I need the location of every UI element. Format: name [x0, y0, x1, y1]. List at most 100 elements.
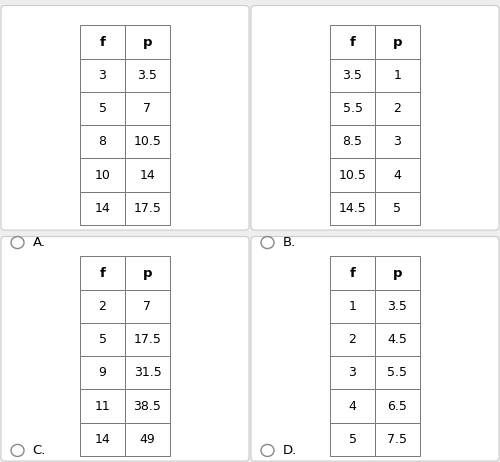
Text: 2: 2 — [98, 300, 106, 313]
Text: p: p — [143, 36, 152, 49]
Bar — [80, 125, 125, 158]
Bar — [375, 290, 420, 323]
Text: 38.5: 38.5 — [134, 400, 162, 413]
Bar — [80, 25, 125, 59]
Bar — [125, 25, 170, 59]
Text: A.: A. — [32, 236, 46, 249]
Text: 2: 2 — [348, 333, 356, 346]
Text: 14: 14 — [94, 202, 110, 215]
Text: 3.5: 3.5 — [342, 69, 362, 82]
Bar — [125, 290, 170, 323]
Text: D.: D. — [282, 444, 297, 457]
Bar — [80, 192, 125, 225]
Bar — [330, 389, 375, 423]
Text: 3: 3 — [98, 69, 106, 82]
Text: 3.5: 3.5 — [388, 300, 407, 313]
Bar — [375, 92, 420, 125]
Bar — [125, 158, 170, 192]
Bar — [375, 59, 420, 92]
Bar — [125, 389, 170, 423]
Bar — [375, 256, 420, 290]
Text: 4.5: 4.5 — [388, 333, 407, 346]
Text: 49: 49 — [140, 433, 156, 446]
Bar — [330, 192, 375, 225]
Bar — [80, 389, 125, 423]
Bar — [375, 125, 420, 158]
Text: C.: C. — [32, 444, 46, 457]
Text: 11: 11 — [94, 400, 110, 413]
Text: p: p — [393, 267, 402, 280]
Bar — [330, 423, 375, 456]
Text: f: f — [350, 36, 356, 49]
Bar — [330, 323, 375, 356]
Bar — [330, 25, 375, 59]
Bar — [80, 158, 125, 192]
Bar — [80, 92, 125, 125]
Text: 5: 5 — [348, 433, 356, 446]
Text: 17.5: 17.5 — [134, 202, 162, 215]
Text: 5.5: 5.5 — [342, 102, 362, 115]
Text: 7.5: 7.5 — [388, 433, 407, 446]
Text: 8: 8 — [98, 135, 106, 148]
Text: 14.5: 14.5 — [338, 202, 366, 215]
Bar — [330, 290, 375, 323]
Text: 1: 1 — [394, 69, 402, 82]
FancyBboxPatch shape — [251, 6, 499, 230]
Text: 10.5: 10.5 — [338, 169, 366, 182]
FancyBboxPatch shape — [1, 6, 249, 230]
Bar — [125, 356, 170, 389]
Text: 2: 2 — [394, 102, 402, 115]
Bar — [80, 290, 125, 323]
Bar — [125, 59, 170, 92]
Text: 5: 5 — [98, 333, 106, 346]
Bar — [80, 423, 125, 456]
Bar — [330, 158, 375, 192]
Text: 9: 9 — [98, 366, 106, 379]
Text: 4: 4 — [394, 169, 402, 182]
Bar — [375, 158, 420, 192]
FancyBboxPatch shape — [1, 237, 249, 461]
Bar — [330, 125, 375, 158]
Bar — [125, 323, 170, 356]
Bar — [375, 389, 420, 423]
Text: 31.5: 31.5 — [134, 366, 162, 379]
Bar — [375, 423, 420, 456]
Text: 3: 3 — [394, 135, 402, 148]
Bar — [80, 323, 125, 356]
Text: 5: 5 — [98, 102, 106, 115]
Text: p: p — [393, 36, 402, 49]
Bar — [375, 192, 420, 225]
Text: 5.5: 5.5 — [388, 366, 407, 379]
Text: 3.5: 3.5 — [138, 69, 158, 82]
Bar — [125, 256, 170, 290]
Bar — [375, 25, 420, 59]
Bar — [80, 256, 125, 290]
Bar — [330, 256, 375, 290]
Bar — [125, 125, 170, 158]
FancyBboxPatch shape — [251, 237, 499, 461]
Text: f: f — [350, 267, 356, 280]
Text: 14: 14 — [140, 169, 156, 182]
Text: B.: B. — [282, 236, 296, 249]
Bar — [330, 59, 375, 92]
Text: 4: 4 — [348, 400, 356, 413]
Text: 1: 1 — [348, 300, 356, 313]
Bar — [330, 92, 375, 125]
Text: 7: 7 — [144, 300, 152, 313]
Bar — [375, 323, 420, 356]
Text: f: f — [100, 36, 105, 49]
Text: 17.5: 17.5 — [134, 333, 162, 346]
Bar — [80, 356, 125, 389]
Text: 6.5: 6.5 — [388, 400, 407, 413]
Text: 5: 5 — [394, 202, 402, 215]
Bar — [125, 423, 170, 456]
Text: 10.5: 10.5 — [134, 135, 162, 148]
Text: 7: 7 — [144, 102, 152, 115]
Bar — [80, 59, 125, 92]
Text: f: f — [100, 267, 105, 280]
Text: 10: 10 — [94, 169, 110, 182]
Text: p: p — [143, 267, 152, 280]
Text: 3: 3 — [348, 366, 356, 379]
Bar — [125, 192, 170, 225]
Bar — [330, 356, 375, 389]
